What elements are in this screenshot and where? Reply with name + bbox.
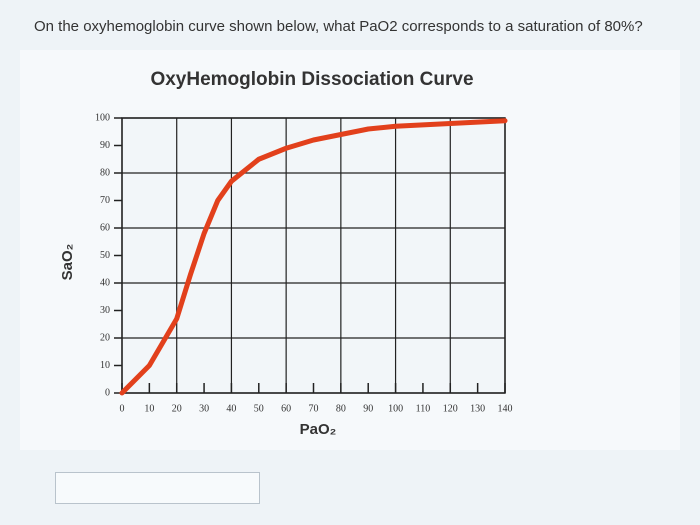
y-tick-label: 50 — [100, 250, 110, 261]
x-tick-label: 80 — [336, 403, 346, 414]
question-text: On the oxyhemoglobin curve shown below, … — [34, 18, 643, 35]
answer-input[interactable] — [55, 472, 260, 504]
y-tick-label: 40 — [100, 277, 110, 288]
x-tick-label: 20 — [172, 403, 182, 414]
y-tick-label: 100 — [95, 112, 110, 123]
x-tick-label: 110 — [416, 403, 431, 414]
y-tick-label: 30 — [100, 305, 110, 316]
plot-area — [121, 117, 506, 394]
x-tick-label: 40 — [226, 403, 236, 414]
y-tick-label: 90 — [100, 140, 110, 151]
x-tick-label: 120 — [443, 403, 458, 414]
y-tick-label: 10 — [100, 360, 110, 371]
y-tick-label: 80 — [100, 167, 110, 178]
y-axis-label: SaO₂ — [59, 244, 76, 281]
y-tick-label: 60 — [100, 222, 110, 233]
chart-title: OxyHemoglobin Dissociation Curve — [150, 69, 473, 90]
x-tick-label: 50 — [254, 403, 264, 414]
y-tick-label: 0 — [105, 387, 110, 398]
y-tick-label: 70 — [100, 195, 110, 206]
data-line — [119, 118, 508, 396]
x-tick-label: 130 — [470, 403, 485, 414]
x-tick-label: 100 — [388, 403, 403, 414]
x-tick-label: 60 — [281, 403, 291, 414]
x-tick-label: 30 — [199, 403, 209, 414]
x-tick-label: 70 — [309, 403, 319, 414]
x-tick-label: 90 — [363, 403, 373, 414]
x-axis-label: PaO₂ — [300, 421, 337, 438]
y-tick-label: 20 — [100, 332, 110, 343]
x-tick-label: 140 — [498, 403, 513, 414]
x-tick-label: 0 — [120, 403, 125, 414]
x-tick-label: 10 — [144, 403, 154, 414]
